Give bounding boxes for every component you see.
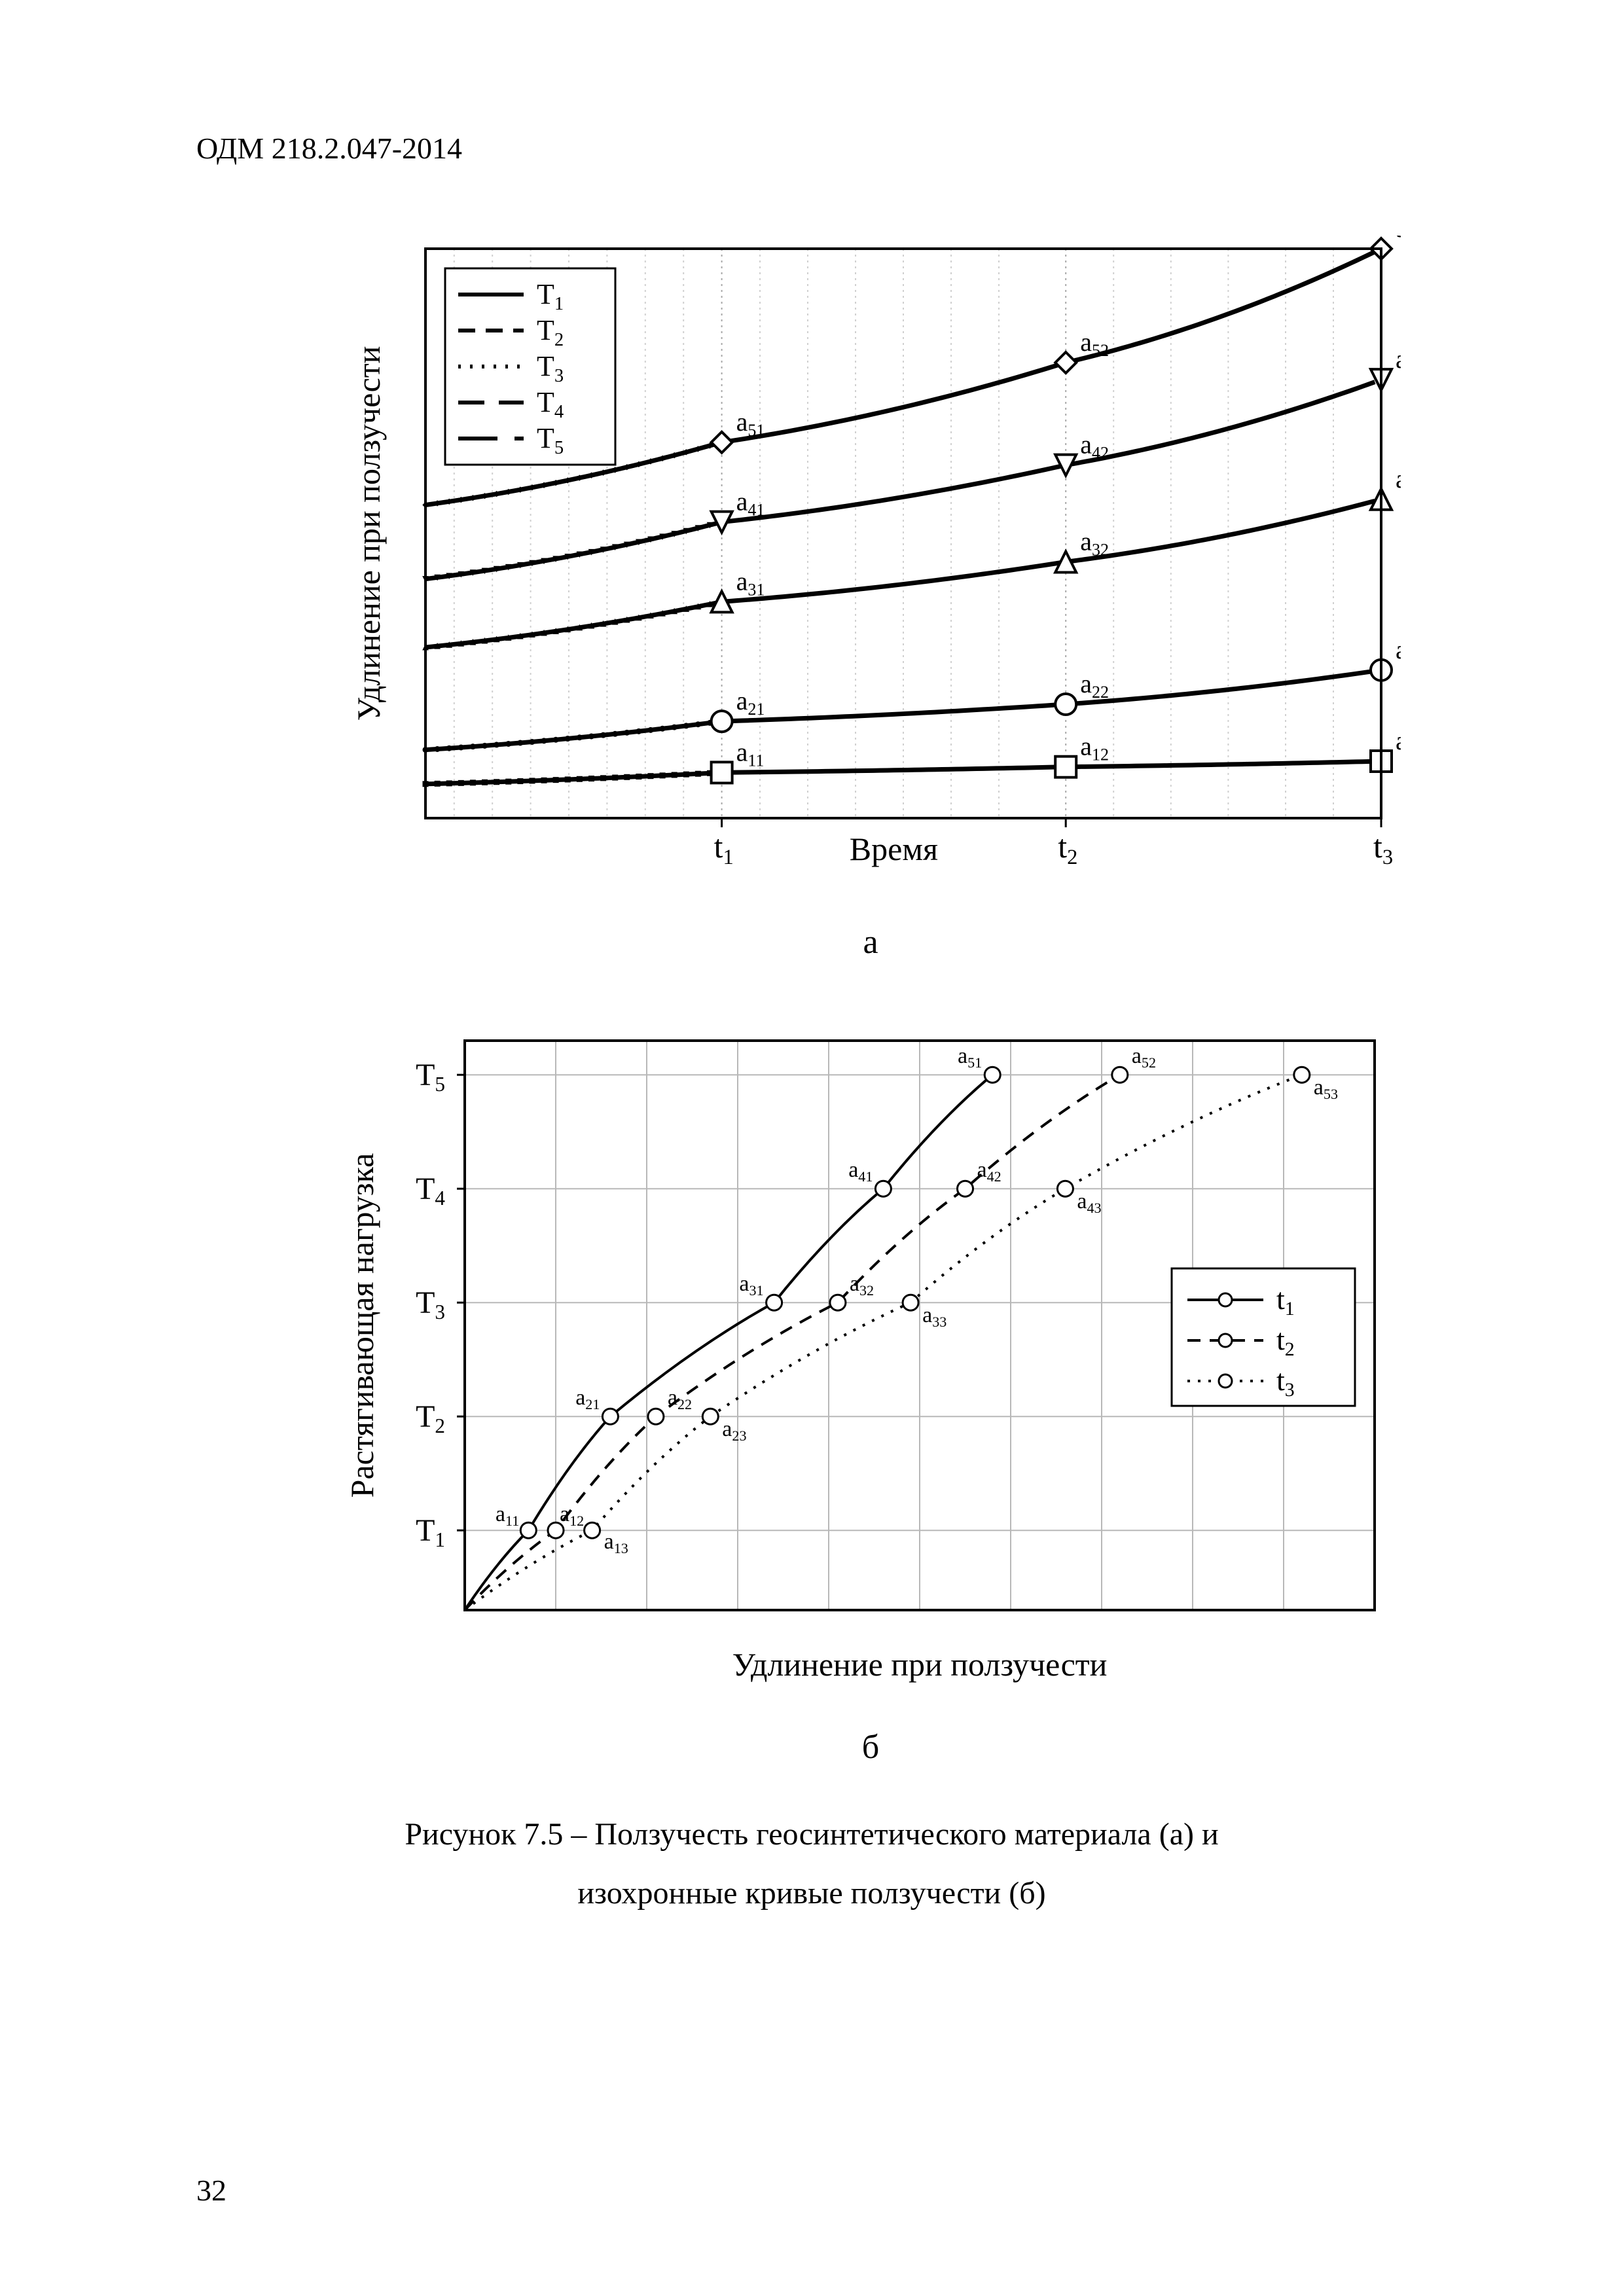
svg-text:a33: a33: [1396, 464, 1401, 497]
document-code: ОДМ 218.2.047-2014: [196, 131, 462, 166]
page: ОДМ 218.2.047-2014 a11a12a13a21a22a23a31…: [0, 0, 1624, 2296]
svg-text:T1: T1: [416, 1513, 445, 1551]
svg-text:t2: t2: [1058, 828, 1077, 869]
svg-text:Время: Время: [850, 831, 938, 867]
sublabel-a: а: [340, 923, 1401, 961]
chart-b: t1t2t3a11a21a31a41a51a12a22a32a42a52a13a…: [340, 1021, 1401, 1695]
svg-text:T4: T4: [416, 1172, 445, 1210]
svg-text:Удлинение при ползучести: Удлинение при ползучести: [732, 1646, 1108, 1683]
svg-text:t3: t3: [1373, 828, 1393, 869]
svg-text:Растягивающая нагрузка: Растягивающая нагрузка: [344, 1153, 380, 1498]
svg-text:T3: T3: [416, 1285, 445, 1323]
svg-text:a43: a43: [1396, 344, 1401, 377]
svg-text:T2: T2: [416, 1399, 445, 1437]
svg-text:t1: t1: [714, 828, 734, 869]
page-number: 32: [196, 2173, 226, 2208]
figure-caption-line1: Рисунок 7.5 – Ползучесть геосинтетическо…: [196, 1806, 1427, 1863]
svg-text:T5: T5: [416, 1058, 445, 1096]
chart-a: a11a12a13a21a22a23a31a32a33a41a42a43a51a…: [340, 236, 1401, 890]
svg-text:a53: a53: [1396, 236, 1401, 246]
figure-caption-line2: изохронные кривые ползучести (б): [196, 1865, 1427, 1922]
svg-text:a13: a13: [1396, 726, 1401, 759]
sublabel-b: б: [340, 1728, 1401, 1767]
svg-text:Удлинение при ползучести: Удлинение при ползучести: [350, 346, 387, 721]
svg-text:a23: a23: [1396, 635, 1401, 668]
